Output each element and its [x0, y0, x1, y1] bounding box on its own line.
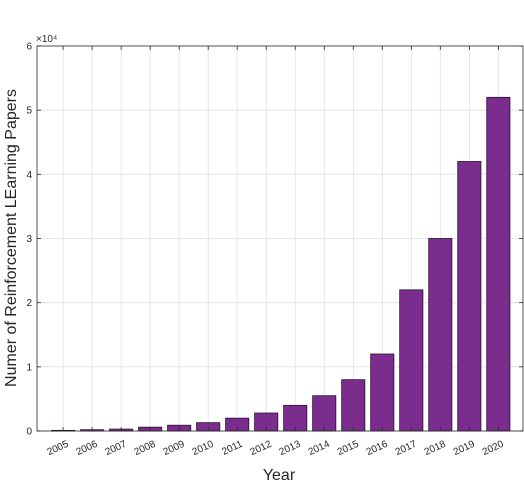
bar-2020 [486, 96, 511, 432]
y-tick-label: 6 [26, 42, 32, 53]
x-tick-label: 2008 [133, 439, 158, 459]
x-tick-label: 2014 [307, 439, 332, 459]
x-tick-label: 2015 [336, 439, 361, 459]
y-tick-label: 4 [26, 170, 32, 181]
bar-2019 [457, 161, 482, 432]
bar-2015 [341, 379, 366, 432]
x-tick-label: 2006 [75, 439, 100, 459]
x-tick-label: 2016 [365, 439, 390, 459]
x-tick-label: 2011 [220, 439, 245, 458]
x-tick-label: 2012 [249, 439, 274, 459]
bar-2016 [370, 353, 395, 432]
x-tick-label: 2010 [191, 439, 216, 459]
y-exponent-label: ×10⁴ [36, 34, 57, 45]
x-tick-label: 2020 [481, 439, 506, 459]
y-axis-ticks: 0 1 2 3 4 5 6 [26, 42, 523, 438]
y-tick-label: 2 [26, 298, 32, 309]
y-tick-label: 1 [26, 362, 32, 373]
x-tick-label: 2013 [278, 439, 303, 459]
bar-2014 [312, 395, 337, 432]
x-tick-label: 2018 [423, 439, 448, 459]
x-tick-label: 2007 [104, 439, 129, 459]
bar-2017 [399, 289, 424, 432]
y-tick-label: 3 [26, 234, 32, 245]
y-tick-label: 5 [26, 106, 32, 117]
x-tick-label: 2019 [452, 439, 477, 459]
x-tick-label: 2005 [46, 439, 71, 459]
y-axis-title: Numer of Reinforcement LEarning Papers [3, 89, 20, 387]
bars [51, 96, 511, 432]
x-tick-label: 2017 [394, 439, 419, 459]
x-tick-label: 2009 [162, 439, 187, 459]
y-tick-label: 0 [26, 427, 32, 438]
bar-2018 [428, 238, 453, 432]
x-axis-title: Year [263, 467, 296, 482]
